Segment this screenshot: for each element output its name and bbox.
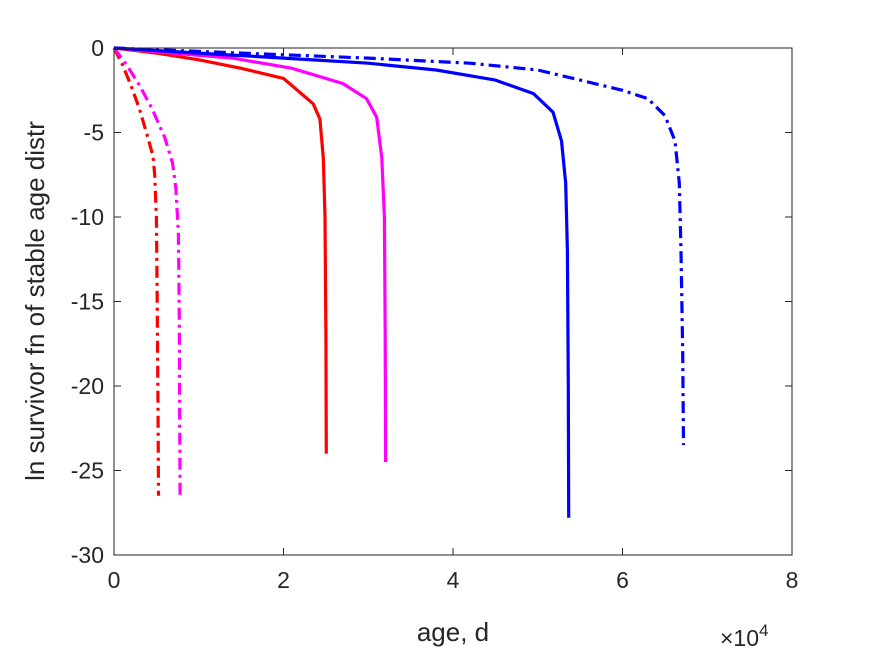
series-line-2 (112, 47, 182, 496)
y-axis-label: ln survivor fn of stable age distr (20, 121, 50, 481)
x-axis-exponent: ×104 (720, 621, 768, 651)
x-axis-label: age, d (417, 617, 489, 647)
x-tick-label: 8 (786, 567, 799, 593)
y-tick-label: -25 (71, 458, 104, 484)
series-layer (112, 46, 686, 518)
x-axis-ticks: 0 2 4 6 8 (108, 48, 799, 593)
x-tick-label: 0 (108, 567, 121, 593)
y-tick-label: -15 (71, 289, 104, 315)
y-tick-label: -10 (71, 204, 104, 230)
series-line-4 (113, 46, 388, 463)
y-tick-label: -5 (84, 120, 104, 146)
series-line-5 (113, 46, 571, 518)
y-tick-label: -30 (71, 542, 104, 568)
y-axis-ticks: 0 -5 -10 -15 -20 -25 -30 (71, 35, 792, 568)
x-axis-exponent-power: 4 (759, 621, 768, 640)
series-line-3 (113, 46, 328, 454)
x-axis-exponent-base: ×10 (720, 625, 759, 651)
y-tick-label: 0 (91, 35, 104, 61)
x-tick-label: 4 (447, 567, 460, 593)
plot-area (114, 48, 792, 555)
y-tick-label: -20 (71, 373, 104, 399)
series-line-1 (112, 47, 161, 496)
x-tick-label: 2 (277, 567, 290, 593)
x-tick-label: 6 (616, 567, 629, 593)
